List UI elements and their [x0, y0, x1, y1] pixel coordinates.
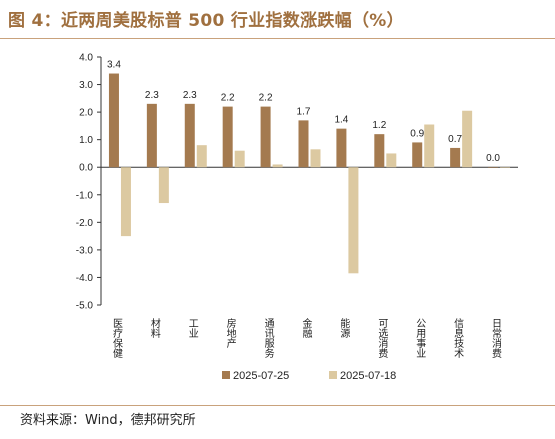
bar-series-a: [146, 103, 157, 168]
bar-series-a: [374, 134, 385, 168]
category-label: 日常消费: [490, 318, 502, 359]
y-tick-label: -4.0: [76, 273, 94, 284]
y-tick-label: 4.0: [79, 53, 93, 64]
data-label: 1.4: [334, 115, 348, 126]
legend-swatch-b: [329, 371, 337, 379]
data-label: 0.9: [410, 128, 424, 139]
data-label: 2.2: [259, 93, 273, 104]
category-label: 材料: [148, 317, 160, 339]
bar-series-a: [222, 106, 233, 168]
source-note: 资料来源：Wind，德邦研究所: [20, 413, 196, 428]
bar-series-a: [412, 142, 423, 168]
bar-series-b: [462, 110, 473, 168]
category-label: 通讯服务: [262, 318, 274, 359]
category-label: 能源: [338, 317, 350, 339]
bar-series-b: [158, 167, 169, 204]
y-tick-label: 0.0: [79, 163, 93, 174]
bar-series-a: [298, 120, 309, 168]
title-divider: [0, 38, 555, 39]
legend-label-a: 2025-07-25: [233, 370, 289, 382]
category-label: 金融: [300, 317, 312, 339]
category-label: 工业: [186, 318, 198, 338]
y-tick-label: -3.0: [76, 245, 94, 256]
bar-series-a: [108, 73, 119, 168]
bar-series-b: [386, 153, 397, 168]
category-label: 医疗保健: [110, 318, 122, 359]
bar-series-a: [260, 106, 271, 168]
category-label: 公用事业: [414, 318, 426, 358]
bar-series-b: [348, 167, 359, 274]
category-label: 房地产: [224, 317, 236, 349]
data-label: 0.7: [448, 134, 462, 145]
bar-series-b: [196, 145, 207, 168]
bar-series-a: [488, 167, 499, 168]
category-labels: 医疗保健 材料 工业 房地产 通讯服务 金融 能源 可选消费 公用事业 信息技术 日常消费: [110, 317, 501, 359]
bar-series-a: [184, 103, 195, 168]
category-label: 可选消费: [376, 318, 388, 359]
chart-title: 图 4：近两周美股标普 500 行业指数涨跌幅（%）: [8, 11, 404, 31]
y-tick-label: -1.0: [76, 190, 94, 201]
y-tick-label: -2.0: [76, 218, 94, 229]
data-label: 1.7: [297, 106, 311, 117]
bar-series-b: [234, 150, 245, 168]
bar-series: [108, 73, 511, 274]
y-tick-label: 2.0: [79, 108, 93, 119]
y-tick-label: 1.0: [79, 135, 93, 146]
footer-divider: [0, 405, 555, 406]
bar-series-b: [120, 167, 131, 237]
data-labels: 3.4 2.3 2.3 2.2 2.2 1.7 1.4 1.2 0.9 0.7 0.0: [107, 60, 500, 165]
data-label: 2.2: [221, 93, 235, 104]
y-tick-label: 3.0: [79, 80, 93, 91]
legend: 2025-07-25 2025-07-18: [222, 370, 396, 382]
data-label: 2.3: [183, 90, 197, 101]
bar-series-b: [272, 164, 283, 168]
data-label: 0.0: [486, 153, 500, 164]
data-label: 2.3: [145, 90, 159, 101]
legend-swatch-a: [222, 371, 230, 379]
bar-series-a: [336, 128, 347, 168]
data-label: 1.2: [372, 120, 386, 131]
y-tick-label: -5.0: [76, 301, 94, 312]
sector-bar-chart: 4.0 3.0 2.0 1.0 0.0 -1.0 -2.0 -3.0 -4.0 -5.0 3.4 2…: [76, 53, 518, 382]
bar-series-a: [450, 147, 461, 168]
data-label: 3.4: [107, 60, 121, 71]
legend-label-b: 2025-07-18: [340, 370, 396, 382]
bar-series-b: [500, 167, 511, 168]
y-axis: 4.0 3.0 2.0 1.0 0.0 -1.0 -2.0 -3.0 -4.0 -5.0: [76, 53, 518, 312]
category-label: 信息技术: [452, 318, 464, 359]
bar-series-b: [310, 149, 321, 168]
bar-series-b: [424, 124, 435, 168]
